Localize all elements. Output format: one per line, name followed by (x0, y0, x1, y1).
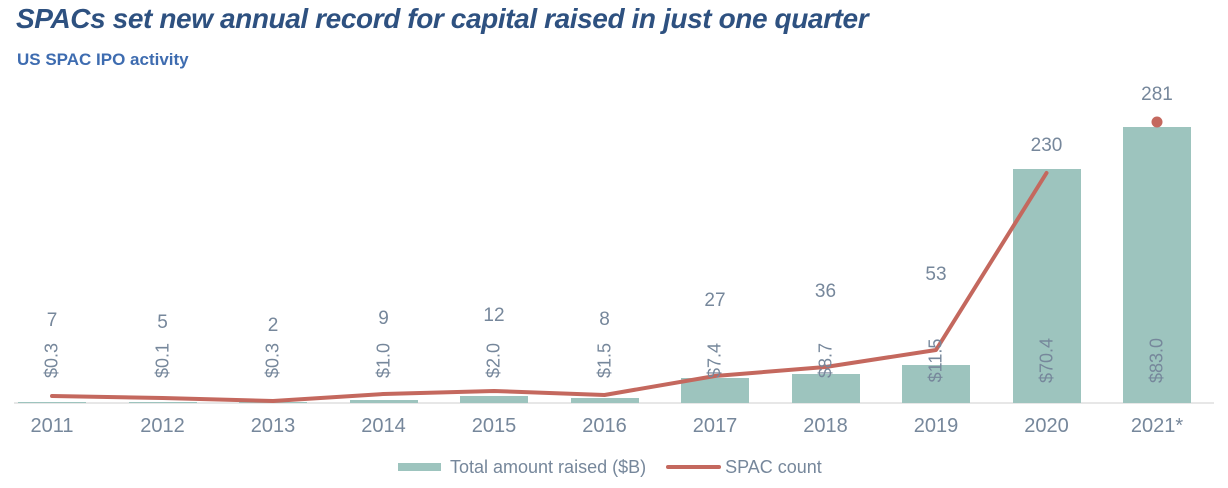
count-label-2020: 230 (1030, 135, 1063, 156)
spac-count-polyline (50, 171, 1049, 403)
count-label-2011: 7 (46, 310, 58, 331)
line-series-label: SPAC count (725, 456, 822, 477)
x-axis-label-2018: 2018 (803, 415, 848, 437)
x-axis-label-2014: 2014 (361, 415, 406, 437)
count-label-2021*: 281 (1141, 84, 1173, 105)
count-label-2019: 53 (925, 264, 947, 285)
count-label-2015: 12 (483, 305, 505, 326)
x-axis-label-2011: 2011 (30, 415, 74, 437)
count-label-2013: 2 (267, 315, 279, 336)
count-label-2012: 5 (157, 312, 168, 333)
bar-series-label: Total amount raised ($B) (450, 456, 647, 477)
x-axis-label-2017: 2017 (692, 415, 738, 437)
bar-value-label-2015: $2.0 (483, 342, 504, 379)
count-label-2017: 27 (704, 290, 726, 311)
bar-2021* (1123, 127, 1191, 403)
count-label-2018: 36 (814, 281, 837, 302)
bar-value-label-2020: $70.4 (1036, 337, 1056, 384)
bar-value-label-2018: $8.7 (815, 342, 835, 379)
bar-value-label-2019: $11.5 (925, 338, 946, 383)
bar-value-label-2021*: $83.0 (1146, 337, 1167, 384)
x-axis-label-2013: 2013 (250, 415, 296, 437)
count-label-2014: 9 (378, 308, 389, 329)
x-axis-line (14, 402, 1214, 404)
x-axis-label-2020: 2020 (1024, 415, 1069, 437)
x-axis-label-2015: 2015 (471, 415, 517, 437)
bar-series-swatch (398, 463, 441, 471)
spac-count-2021-dot (1151, 116, 1163, 128)
x-axis-label-2012: 2012 (140, 415, 185, 437)
x-axis-label-2021*: 2021* (1130, 415, 1184, 437)
chart-subtitle: US SPAC IPO activity (17, 50, 189, 69)
count-label-2016: 8 (599, 309, 610, 330)
bar-value-label-2017: $7.4 (704, 342, 725, 379)
line-series-swatch (666, 465, 722, 469)
chart-title: SPACs set new annual record for capital … (16, 3, 869, 34)
legend: Total amount raised ($B) SPAC count (398, 455, 822, 479)
x-axis-label-2019: 2019 (913, 415, 959, 437)
x-axis-label-2016: 2016 (582, 415, 627, 437)
